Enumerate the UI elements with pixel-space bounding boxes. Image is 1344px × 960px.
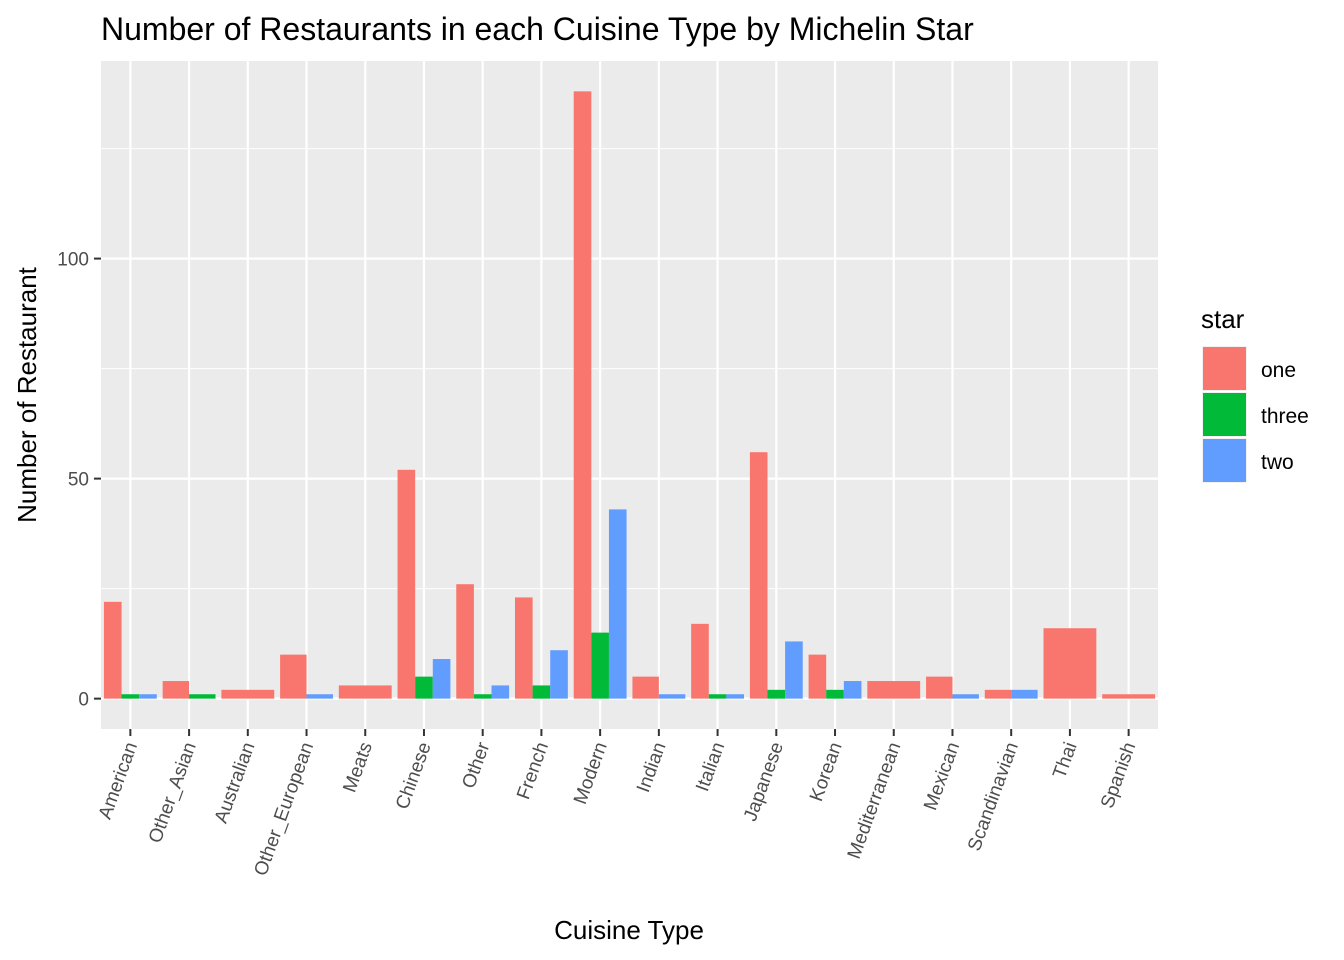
y-tick-label: 100 xyxy=(57,250,89,271)
x-tick-label: Mediterranean xyxy=(844,740,906,862)
y-axis: 0 50 100 xyxy=(57,250,101,711)
bar-two xyxy=(658,694,686,699)
bar-one xyxy=(808,654,827,699)
bar-one xyxy=(573,91,592,699)
bar-one xyxy=(338,685,392,699)
bar-one xyxy=(867,681,921,699)
legend-label-two: two xyxy=(1261,451,1294,474)
y-axis-title: Number of Restaurant xyxy=(12,266,42,523)
x-tick-label: Scandinavian xyxy=(964,740,1023,854)
legend: star one three two xyxy=(1201,304,1309,483)
bar-three xyxy=(415,676,433,699)
bar-two xyxy=(608,509,627,699)
bar-one xyxy=(632,676,659,699)
bar-three xyxy=(826,689,844,699)
bar-three xyxy=(591,632,609,699)
x-tick-label: French xyxy=(513,740,553,803)
x-axis: American Other_Asian AustralianOther_Europ… xyxy=(95,729,1140,879)
x-tick-label: Australian xyxy=(211,740,260,827)
bar-one xyxy=(514,597,533,699)
legend-title: star xyxy=(1201,304,1245,334)
bar-two xyxy=(432,659,451,699)
y-tick-label: 50 xyxy=(68,470,89,491)
x-tick-label: Thai xyxy=(1049,740,1081,782)
legend-key-three xyxy=(1203,393,1246,436)
legend-key-two xyxy=(1203,439,1246,482)
legend-label-three: three xyxy=(1261,405,1309,428)
bar-three xyxy=(767,689,786,699)
bar-one xyxy=(221,689,275,699)
bar-three xyxy=(121,694,140,699)
x-tick-label: Modern xyxy=(570,740,612,808)
x-tick-label: Mexican xyxy=(920,740,964,814)
x-tick-label: Other xyxy=(458,739,494,791)
x-tick-label: Chinese xyxy=(392,740,436,813)
bar-three xyxy=(708,694,727,699)
x-tick-label: Other_Asian xyxy=(145,740,201,846)
x-tick-label: Korean xyxy=(806,740,847,805)
x-tick-label: Other_European xyxy=(250,740,318,879)
legend-key-one xyxy=(1203,347,1246,390)
bar-two xyxy=(139,694,157,699)
bar-one xyxy=(1043,628,1097,699)
bar-three xyxy=(473,694,492,699)
x-tick-label: Japanese xyxy=(740,740,788,825)
bar-one xyxy=(749,452,768,699)
bar-one xyxy=(456,584,474,699)
x-tick-label: Italian xyxy=(692,740,729,795)
bar-two xyxy=(1011,689,1038,699)
grid-lines xyxy=(101,61,1158,729)
bar-one xyxy=(1102,694,1156,699)
bar-one xyxy=(280,654,307,699)
bar-one xyxy=(926,676,953,699)
bar-two xyxy=(550,650,568,699)
x-tick-label: Spanish xyxy=(1097,740,1140,812)
x-tick-label: Meats xyxy=(340,740,377,796)
bar-one xyxy=(691,623,709,699)
bar-three xyxy=(189,694,216,699)
bar-two xyxy=(491,685,510,699)
y-tick-label: 0 xyxy=(78,690,89,711)
bar-two xyxy=(952,694,979,699)
bar-one xyxy=(162,681,190,699)
plot-panel xyxy=(101,61,1158,729)
chart-title: Number of Restaurants in each Cuisine Ty… xyxy=(101,11,974,47)
bar-one xyxy=(984,689,1012,699)
x-axis-title: Cuisine Type xyxy=(554,915,704,945)
bar-one xyxy=(103,601,122,699)
bar-two xyxy=(843,681,862,699)
bars xyxy=(103,91,1156,699)
bar-two xyxy=(726,694,745,699)
x-tick-label: American xyxy=(95,740,142,823)
x-tick-label: Indian xyxy=(633,740,670,796)
bar-one xyxy=(397,469,416,699)
bar-three xyxy=(532,685,551,699)
bar-two xyxy=(785,641,803,699)
legend-label-one: one xyxy=(1261,359,1296,382)
bar-two xyxy=(306,694,333,699)
